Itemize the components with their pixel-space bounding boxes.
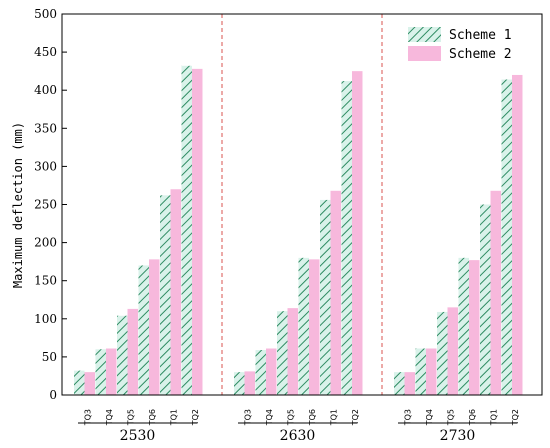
bar-scheme-2 — [447, 307, 458, 395]
y-tick-label: 300 — [34, 159, 57, 173]
bar-scheme-1 — [437, 311, 448, 395]
bar-scheme-2 — [352, 71, 363, 396]
bar-scheme-2 — [309, 259, 320, 395]
bar-scheme-1 — [74, 370, 85, 395]
group-separators — [221, 14, 383, 395]
bar-scheme-2 — [170, 189, 181, 395]
bar-scheme-1 — [277, 311, 288, 395]
bar-scheme-2 — [490, 190, 501, 395]
category-label: TQ6 — [148, 409, 157, 426]
y-axis-title: Maximum deflection (mm) — [11, 122, 25, 288]
category-label: TQ4 — [425, 409, 434, 426]
category-label: TQ6 — [468, 409, 477, 426]
category-label: TQ3 — [244, 409, 253, 426]
bar-scheme-2 — [404, 372, 415, 395]
bar-scheme-1 — [501, 79, 512, 396]
legend-label-scheme-1: Scheme 1 — [449, 28, 512, 43]
category-label: TQ6 — [308, 409, 317, 426]
bar-scheme-2 — [330, 190, 341, 395]
bar-scheme-1 — [480, 204, 491, 395]
bar-scheme-2 — [287, 308, 298, 395]
y-tick-label: 250 — [34, 198, 57, 212]
y-tick-label: 200 — [34, 236, 57, 250]
y-tick-label: 50 — [42, 350, 57, 364]
y-tick-label: 400 — [34, 83, 57, 97]
bar-scheme-1 — [415, 348, 426, 395]
category-labels: TQ3 TQ4 TQ5 TQ6 TQ1 TQ2 TQ3 TQ4 TQ5 TQ6 TQ1 TQ2 TQ3 T… — [84, 409, 521, 426]
legend-swatch-scheme-2 — [408, 46, 441, 61]
bar-scheme-1 — [117, 315, 128, 395]
bar-scheme-1 — [341, 81, 352, 395]
category-label: TQ5 — [127, 409, 136, 426]
bar-scheme-1 — [255, 350, 266, 395]
bar-scheme-2 — [127, 308, 138, 395]
category-label: TQ5 — [287, 409, 296, 426]
legend: Scheme 1 Scheme 2 — [408, 27, 512, 62]
bar-scheme-1 — [160, 195, 171, 395]
bar-scheme-2 — [149, 259, 160, 395]
bar-scheme-1 — [234, 372, 245, 395]
bar-scheme-2 — [512, 74, 523, 396]
y-tick-label: 150 — [34, 274, 57, 288]
y-tick-label: 500 — [34, 7, 57, 21]
bar-scheme-2 — [192, 68, 203, 395]
category-label: TQ1 — [170, 409, 179, 426]
bar-scheme-1 — [394, 372, 405, 395]
bar-scheme-2 — [266, 348, 277, 395]
group-label: 2530 — [120, 428, 156, 444]
category-label: TQ5 — [447, 409, 456, 426]
bar-scheme-2 — [469, 260, 480, 395]
bar-scheme-1 — [181, 65, 192, 395]
bars-layer — [74, 65, 523, 396]
bar-scheme-1 — [298, 257, 309, 395]
y-tick-label: 350 — [34, 121, 57, 135]
category-label: TQ4 — [265, 409, 274, 426]
group-labels: 2530 2630 2730 — [78, 422, 517, 444]
y-tick-label: 450 — [34, 45, 57, 59]
group-label: 2630 — [280, 428, 316, 444]
bar-scheme-1 — [320, 199, 331, 395]
y-tick-label: 0 — [49, 388, 57, 402]
bar-scheme-1 — [95, 349, 106, 395]
plot-frame — [61, 13, 543, 396]
legend-label-scheme-2: Scheme 2 — [449, 47, 512, 62]
bar-scheme-2 — [244, 371, 255, 395]
bar-scheme-2 — [106, 348, 117, 395]
bar-scheme-1 — [458, 257, 469, 395]
legend-swatch-scheme-1 — [408, 27, 441, 42]
category-label: TQ2 — [511, 409, 520, 426]
category-label: TQ1 — [490, 409, 499, 426]
group-label: 2730 — [440, 428, 476, 444]
category-label: TQ4 — [105, 409, 114, 426]
y-tick-label: 100 — [34, 312, 57, 326]
category-label: TQ2 — [191, 409, 200, 426]
bar-scheme-1 — [138, 265, 149, 395]
category-label: TQ3 — [404, 409, 413, 426]
category-label: TQ2 — [351, 409, 360, 426]
category-label: TQ3 — [84, 409, 93, 426]
bar-scheme-2 — [426, 348, 437, 395]
category-label: TQ1 — [330, 409, 339, 426]
bar-scheme-2 — [84, 372, 95, 395]
y-axis-ticks: 0 50 100 150 200 250 300 350 400 450 500 — [34, 7, 67, 402]
